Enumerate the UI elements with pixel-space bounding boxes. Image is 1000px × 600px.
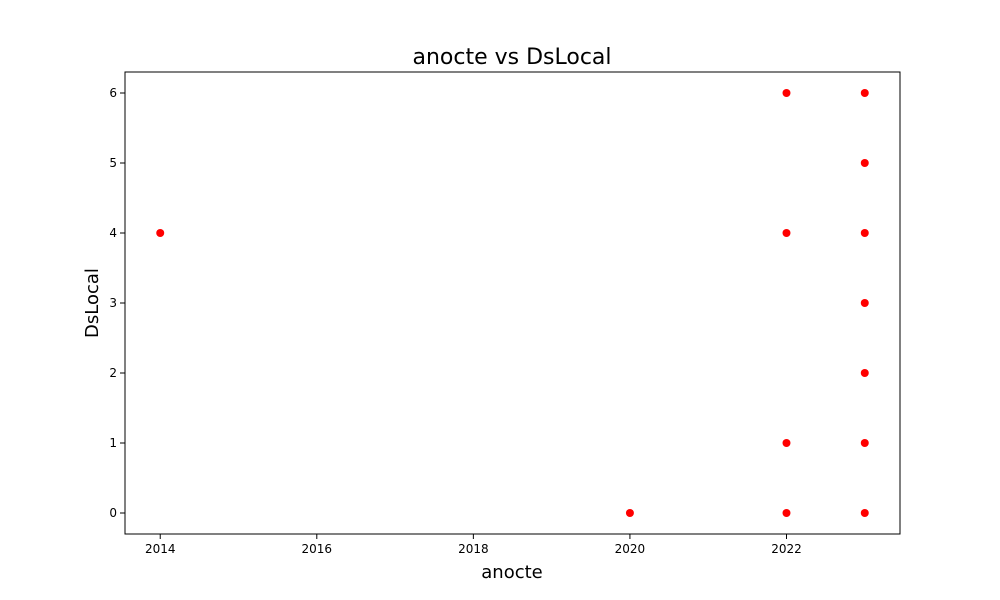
chart-title: anocte vs DsLocal	[412, 45, 611, 70]
data-point	[860, 509, 869, 517]
y-tick-label: 6	[109, 86, 117, 100]
data-point	[860, 159, 869, 167]
data-point	[156, 229, 165, 237]
x-tick-label: 2016	[302, 542, 333, 556]
y-tick-label: 4	[109, 226, 117, 240]
x-tick-label: 2022	[771, 542, 802, 556]
y-axis: 0 1 2 3 4 5 6	[109, 86, 125, 520]
x-tick-label: 2014	[145, 542, 176, 556]
data-point	[860, 299, 869, 307]
y-tick-label: 1	[109, 436, 117, 450]
y-tick-label: 3	[109, 296, 117, 310]
data-point	[625, 509, 634, 517]
data-point	[860, 369, 869, 377]
y-tick-label: 5	[109, 156, 117, 170]
x-axis-label: anocte	[481, 562, 542, 583]
data-point	[860, 89, 869, 97]
data-point	[860, 439, 869, 447]
y-tick-label: 0	[109, 506, 117, 520]
data-points	[156, 89, 869, 517]
data-point	[782, 509, 791, 517]
data-point	[782, 89, 791, 97]
data-point	[782, 439, 791, 447]
data-point	[782, 229, 791, 237]
data-point	[860, 229, 869, 237]
x-tick-label: 2018	[458, 542, 489, 556]
y-axis-label: DsLocal	[82, 268, 103, 338]
y-tick-label: 2	[109, 366, 117, 380]
x-tick-label: 2020	[615, 542, 646, 556]
x-axis: 2014 2016 2018 2020 2022	[145, 534, 802, 556]
plot-area	[124, 71, 901, 535]
